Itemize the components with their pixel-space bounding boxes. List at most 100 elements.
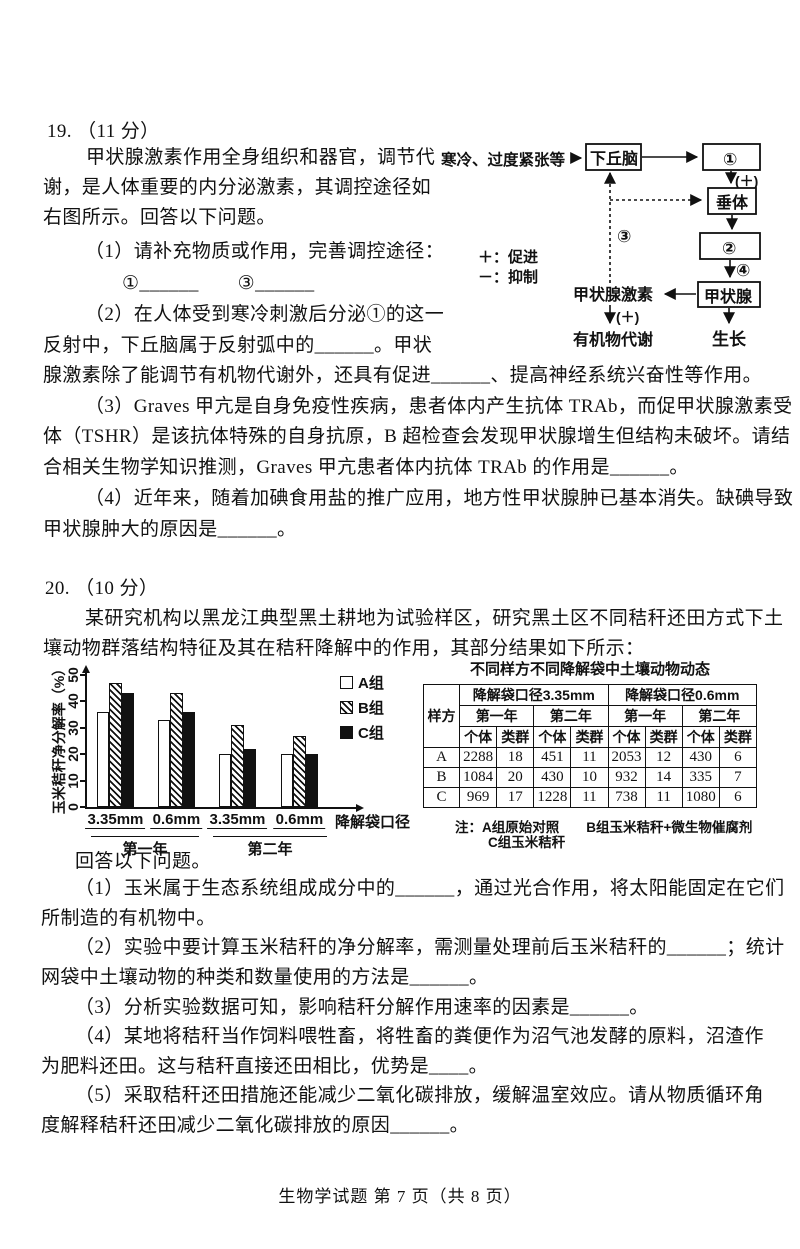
x-axis [85,807,357,809]
legend-promote: ＋：促进 [478,248,538,266]
table-cell: 18 [496,747,535,768]
box2 [699,232,761,260]
col-header: 类群 [570,726,609,748]
legend-item: A组 [340,672,384,693]
year1-label: 第一年 [122,841,168,858]
bar-B组-第二年 3.35mm [231,725,244,807]
hypothalamus-box [585,143,642,171]
year-header: 第二年 [681,705,758,727]
group-label: 3.35mm [85,811,146,829]
bar-B组-第一年 0.6mm [170,693,183,807]
text-line: （2）实验中要计算玉米秸秆的净分解率，需测量处理前后玉米秸秆的______；统计 [75,937,785,958]
table-cell: 12 [644,747,683,768]
legend-label: A组 [358,675,384,692]
col-group-0_6mm: 降解袋口径0.6mm [607,684,757,706]
col-header: 类群 [644,726,683,748]
table-cell: 2053 [607,747,646,768]
col-header: 类群 [718,726,758,748]
text-line: 所制造的有机物中。 [41,908,216,929]
table-cell: 6 [718,747,758,768]
metabolism-label: 有机物代谢 [573,330,653,349]
text-line: 19. （11 分） [47,121,160,142]
table-note-line2: C组玉米秸秆 [488,835,566,850]
bar-C组-第一年 0.6mm [182,711,195,807]
table-cell: 6 [718,787,758,808]
legend-item: C组 [340,722,384,743]
plus-label-1: (＋) [735,173,758,189]
year2-bracket [213,836,327,837]
box1 [702,143,761,171]
stimulus-label: 寒冷、过度紧张等 [440,150,566,169]
text-line: 回答以下问题。 [75,851,211,872]
col-header: 个体 [607,726,646,748]
table-cell: 2288 [459,747,498,768]
text-line: （1）玉米属于生态系统组成成分中的______，通过光合作用，将太阳能固定在它们 [75,878,785,899]
text-line: 为肥料还田。这与秸秆直接还田相比，优势是____。 [41,1056,489,1077]
label4: ④ [736,261,750,280]
group-label: 3.35mm [207,811,268,829]
col-group-3_35mm: 降解袋口径3.35mm [459,684,609,706]
y-tick [80,779,85,782]
group-label: 0.6mm [150,811,203,829]
table-cell: 17 [496,787,535,808]
table-cell: 11 [570,747,609,768]
table-cell: 20 [496,767,535,788]
col-header: 个体 [681,726,720,748]
table-cell: 11 [570,787,609,808]
legend-item: B组 [340,697,384,718]
legend-marker-white [340,676,353,689]
decomposition-rate-bar-chart: 玉米秸秆净分解率（%） 0 10 20 30 40 50 3.35mm 0.6mm 3.35m… [46,660,418,865]
y-tick [80,806,85,808]
text-line: （2）在人体受到寒冷刺激后分泌①的这一 [85,304,445,325]
table-cell: 932 [607,767,646,788]
text-line: 反射中，下丘脑属于反射弧中的______。甲状 [43,335,433,356]
col-header: 个体 [459,726,498,748]
table-cell: 451 [533,747,572,768]
text-line: 谢，是人体重要的内分泌激素，其调控途径如 [43,177,432,198]
text-line: 度解释秸秆还田减少二氧化碳排放的原因______。 [41,1115,470,1136]
y-tick-label: 40 [65,693,81,710]
table-cell: 969 [459,787,498,808]
table-row: A 2288 18 451 11 2053 12 430 6 [422,747,758,768]
text-line: 网袋中土壤动物的种类和数量使用的方法是______。 [41,967,489,988]
growth-label: 生长 [712,329,747,349]
y-axis-arrow [82,665,90,673]
y-tick [80,753,85,756]
text-line: 某研究机构以黑龙江典型黑土耕地为试验样区，研究黑土区不同秸秆还田方式下土 [85,608,784,629]
table-cell: 738 [607,787,646,808]
thyroid-label: 甲状腺 [704,287,753,306]
text-line: 体（TSHR）是该抗体特殊的自身抗原，B 超检查会发现甲状腺增生但结构未破坏。请… [43,426,791,447]
box1-label: ① [723,150,737,169]
table-cell: 430 [533,767,572,788]
chart-x-axis-label: 降解袋口径 [335,814,411,831]
col-header: 类群 [496,726,535,748]
legend-inhibit: －：抑制 [478,268,538,286]
row-label: B [422,767,461,788]
table-row: B 1084 20 430 10 932 14 335 7 [422,767,758,788]
y-tick-label: 20 [65,746,81,762]
group-label: 0.6mm [273,811,326,829]
text-line: 甲状腺肿大的原因是______。 [43,519,297,540]
table-cell: 14 [644,767,683,788]
y-axis [85,672,87,809]
table-cell: 430 [681,747,720,768]
soil-animal-table: 样方 降解袋口径3.35mm 降解袋口径0.6mm 第一年 第二年 第一年 第二… [422,684,758,808]
pituitary-label: 垂体 [716,193,749,212]
row-label: C [422,787,461,808]
year1-bracket [91,836,199,837]
year-header: 第二年 [533,705,609,727]
table-cell: 10 [570,767,609,788]
box2-label: ② [722,239,736,258]
thyroid-regulation-diagram: 寒冷、过度紧张等 下丘脑 ① (＋) 垂体 ③ ② ④ 甲状腺 甲状腺激素 (＋… [440,143,761,349]
bar-B组-第一年 3.35mm [109,682,122,807]
y-tick-label: 0 [65,803,81,811]
text-line: ①______ ③______ [122,273,315,294]
bar-C组-第一年 3.35mm [121,693,134,807]
text-line: 右图所示。回答以下问题。 [43,207,276,228]
text-line: 甲状腺激素作用全身组织和器官，调节代 [86,147,436,168]
chart-y-axis-label: 玉米秸秆净分解率（%） [51,661,67,815]
hypothalamus-label: 下丘脑 [590,149,638,168]
bar-C组-第二年 3.35mm [243,748,256,807]
legend-label: C组 [358,725,384,742]
